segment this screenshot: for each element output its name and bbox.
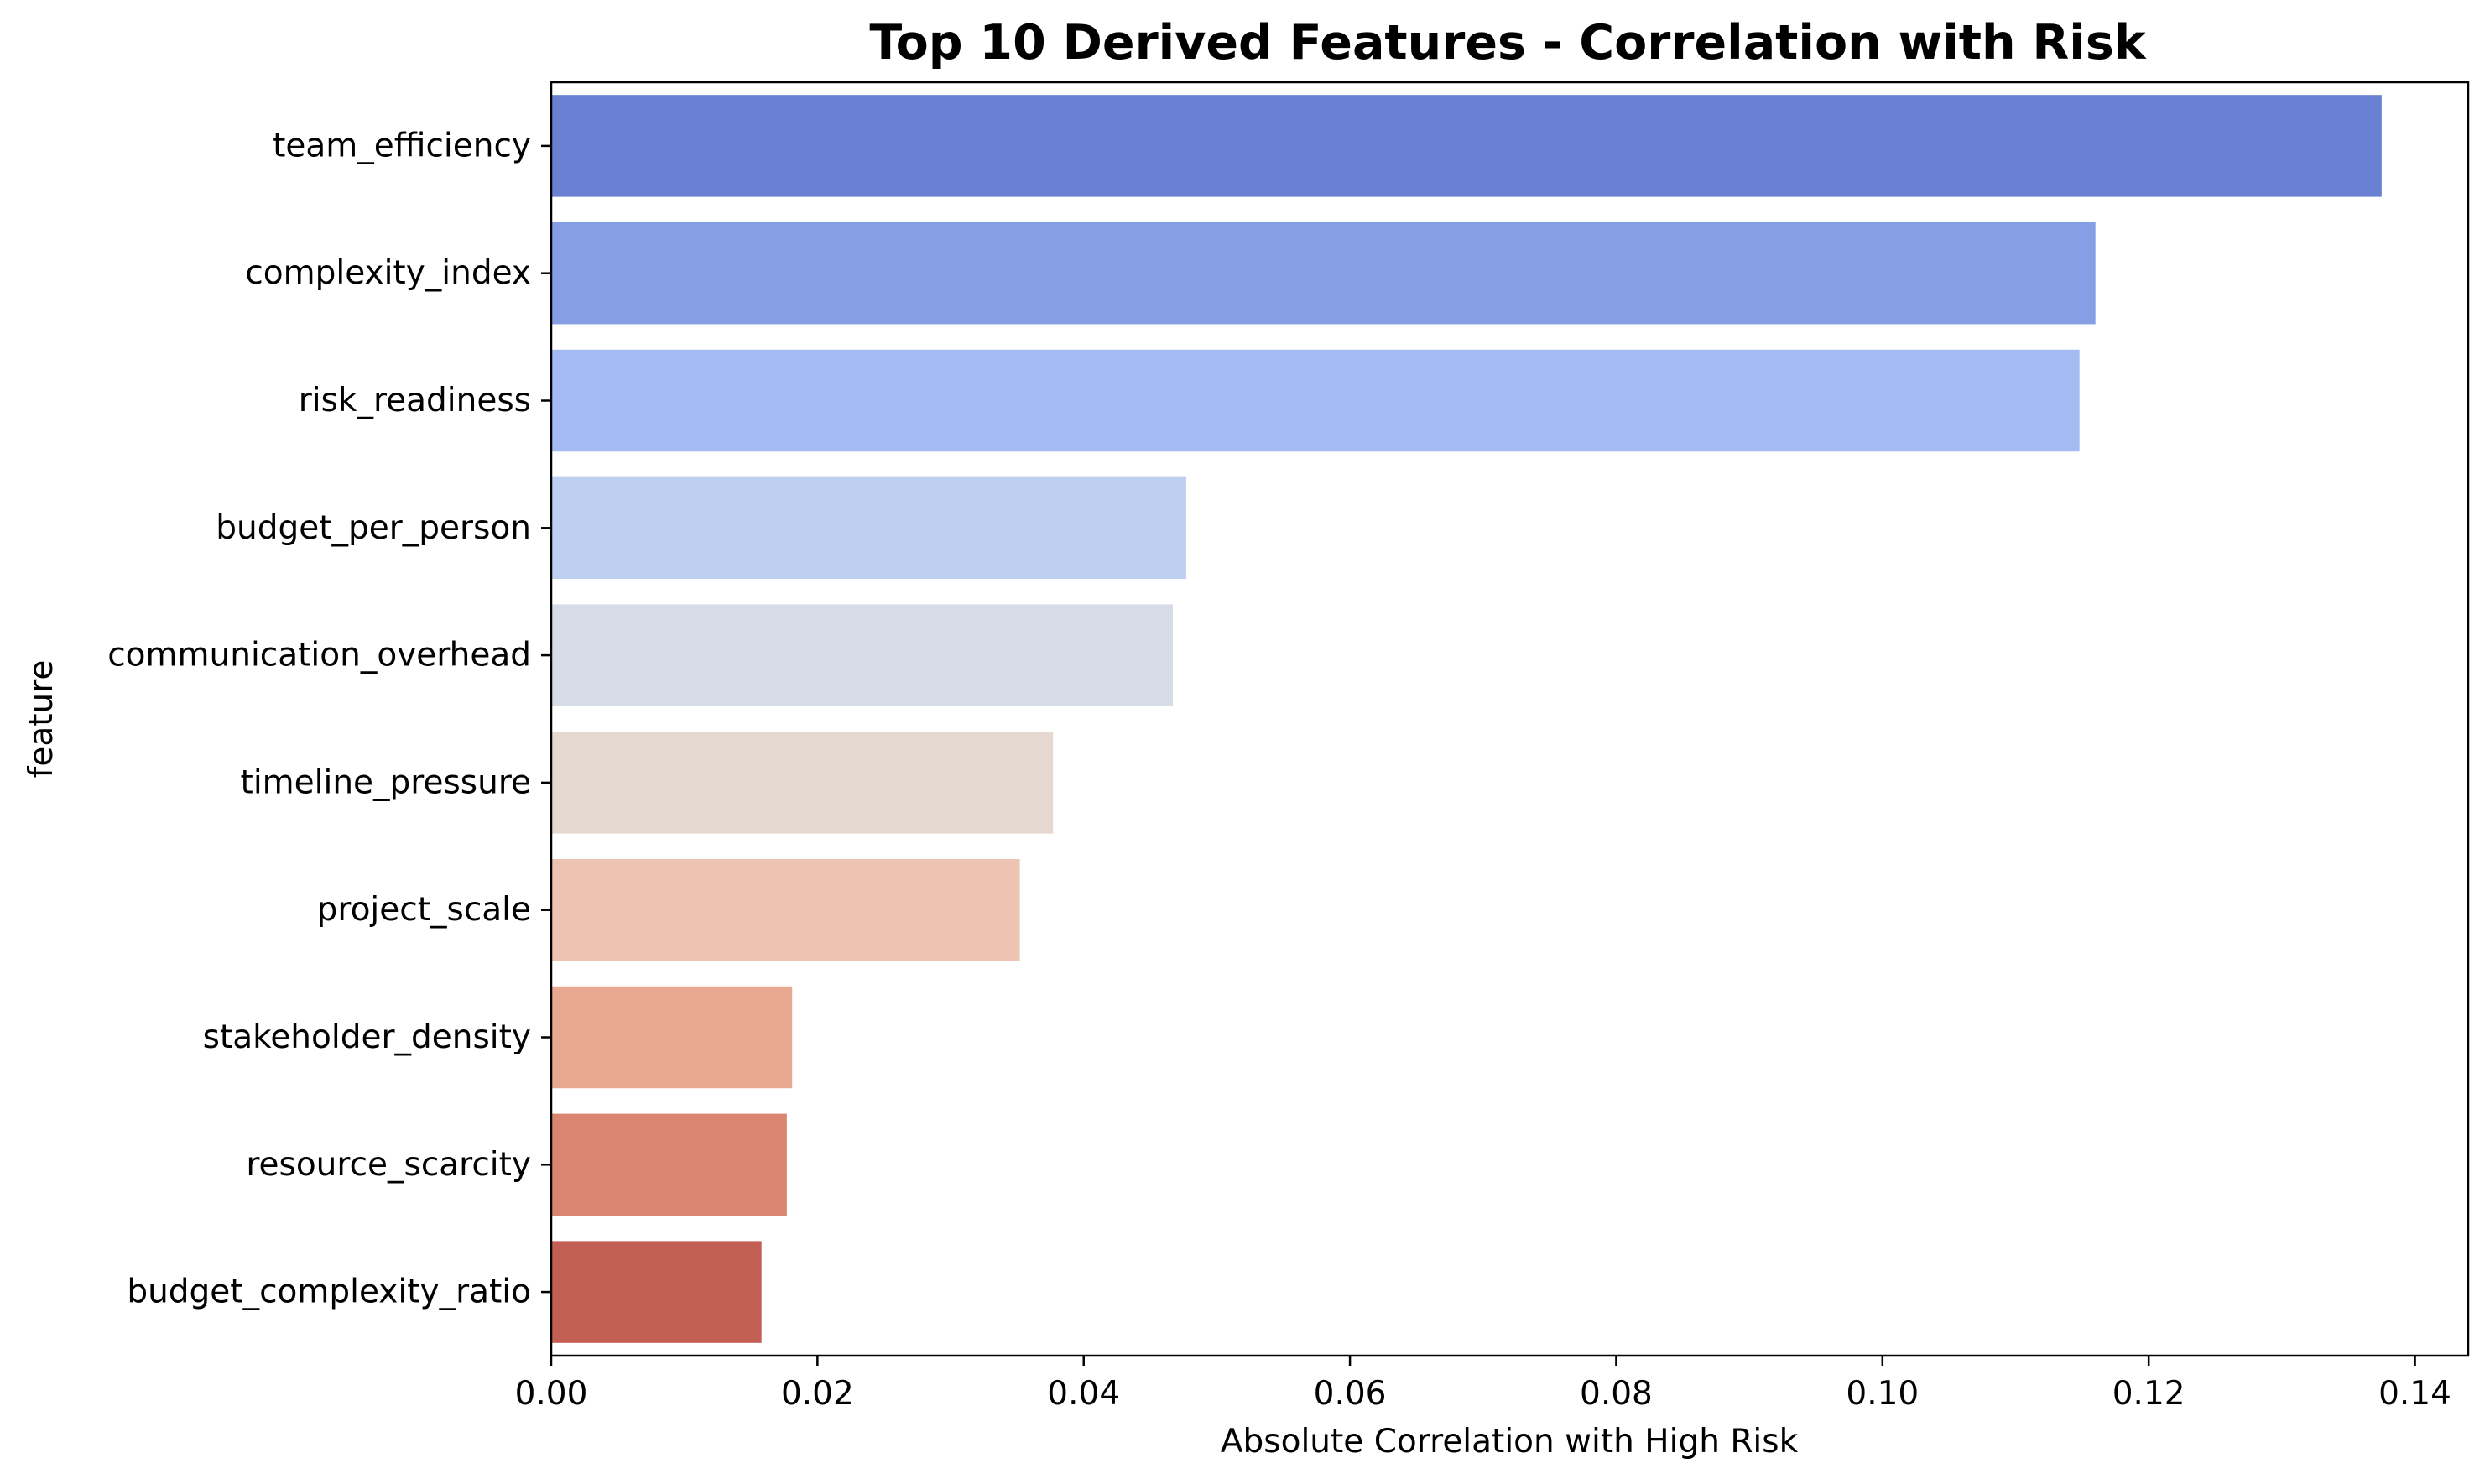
chart-title: Top 10 Derived Features - Correlation wi… — [869, 15, 2146, 70]
bar-project_scale — [551, 858, 1020, 961]
y-tick-label: communication_overhead — [107, 637, 531, 674]
y-tick-label: complexity_index — [245, 254, 531, 292]
plot-frame — [550, 81, 2470, 1357]
x-tick-label: 0.00 — [515, 1375, 588, 1413]
bar-complexity_index — [551, 221, 2096, 325]
y-axis: team_efficiency complexity_index risk_read… — [107, 127, 551, 1311]
bar-communication_overhead — [551, 604, 1174, 706]
x-tick-label: 0.14 — [2378, 1375, 2451, 1413]
x-tick-label: 0.10 — [1846, 1375, 1919, 1413]
bar-stakeholder_density — [551, 986, 793, 1089]
bar-resource_scarcity — [551, 1113, 787, 1216]
y-tick-label: budget_complexity_ratio — [127, 1273, 531, 1311]
bar-timeline_pressure — [551, 732, 1054, 834]
y-tick-label: resource_scarcity — [246, 1146, 531, 1184]
bar-team_efficiency — [551, 95, 2382, 197]
bar-budget_per_person — [551, 476, 1186, 580]
y-tick-label: project_scale — [317, 891, 531, 929]
x-tick-label: 0.06 — [1314, 1375, 1387, 1413]
bars-group — [551, 95, 2382, 1343]
x-tick-label: 0.02 — [781, 1375, 854, 1413]
x-axis: 0.00 0.02 0.04 0.06 0.08 0.10 0.12 0.14 — [515, 1356, 2451, 1413]
bar-budget_complexity_ratio — [551, 1241, 762, 1343]
x-tick-label: 0.04 — [1047, 1375, 1120, 1413]
x-tick-label: 0.12 — [2112, 1375, 2185, 1413]
x-axis-label: Absolute Correlation with High Risk — [1221, 1423, 1799, 1461]
y-tick-label: risk_readiness — [299, 382, 531, 419]
y-tick-label: timeline_pressure — [241, 763, 531, 801]
y-tick-label: stakeholder_density — [203, 1018, 531, 1056]
x-tick-label: 0.08 — [1580, 1375, 1653, 1413]
y-axis-label: feature — [23, 660, 60, 778]
y-tick-label: budget_per_person — [216, 509, 531, 547]
bar-risk_readiness — [551, 349, 2080, 452]
y-tick-label: team_efficiency — [273, 127, 531, 164]
